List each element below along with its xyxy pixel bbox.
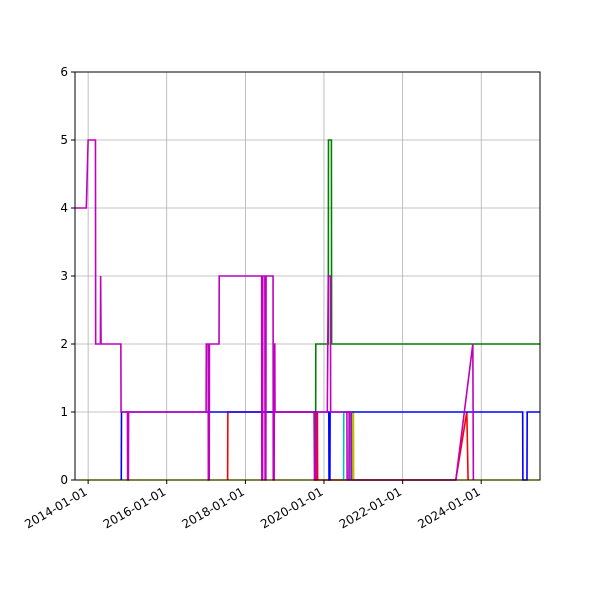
- y-tick-label: 4: [60, 201, 68, 215]
- y-tick-label: 0: [60, 473, 68, 487]
- x-tick-label: 2018-01-01: [179, 484, 246, 531]
- x-tick-label: 2014-01-01: [22, 484, 89, 531]
- y-tick-label: 6: [60, 65, 68, 79]
- y-tick-label: 1: [60, 405, 68, 419]
- x-tick-label: 2020-01-01: [258, 484, 325, 531]
- x-tick-label: 2024-01-01: [415, 484, 482, 531]
- x-tick-label: 2016-01-01: [101, 484, 168, 531]
- grid: [75, 71, 540, 481]
- series-group: [75, 139, 540, 481]
- series-line-4: [351, 411, 355, 481]
- series-line-7: [75, 139, 475, 481]
- y-tick-label: 2: [60, 337, 68, 351]
- x-tick-label: 2022-01-01: [337, 484, 404, 531]
- series-line-6: [120, 411, 540, 481]
- y-tick-label: 5: [60, 133, 68, 147]
- y-tick-label: 3: [60, 269, 68, 283]
- series-line-5: [314, 139, 540, 481]
